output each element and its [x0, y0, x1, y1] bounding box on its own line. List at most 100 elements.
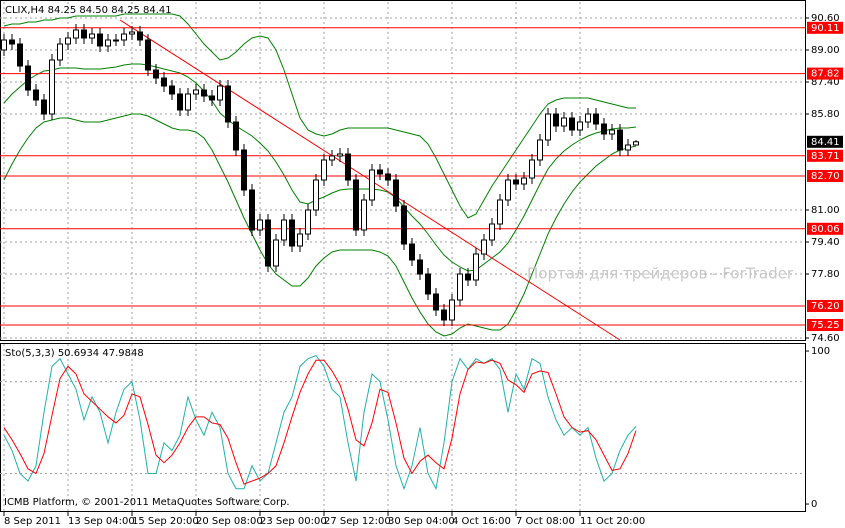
candle-body	[449, 299, 455, 321]
candle-body	[193, 89, 199, 95]
candle-body	[97, 33, 103, 47]
oscillator-line	[3, 359, 637, 485]
level-label-box	[807, 170, 843, 182]
candle-body	[265, 219, 271, 267]
candle-body	[49, 59, 55, 115]
candle-body	[65, 37, 71, 45]
bollinger-upper	[3, 13, 636, 219]
candle-body	[161, 77, 167, 87]
candle-body	[105, 39, 111, 47]
candle-body	[577, 121, 583, 131]
candle-body	[497, 199, 503, 225]
candle-body	[545, 113, 551, 141]
candle-body	[169, 85, 175, 95]
level-label-box	[807, 319, 843, 331]
oscillator-title: Sto(5,3,3) 50.6934 47.9848	[5, 348, 144, 359]
candle-body	[361, 199, 367, 231]
candle-body	[113, 39, 119, 42]
candle-body	[297, 233, 303, 247]
candle-body	[81, 29, 87, 39]
candle-body	[233, 121, 239, 151]
price-pane-frame	[0, 0, 806, 341]
oscillator-line	[3, 355, 637, 491]
candle-body	[217, 85, 223, 101]
candle-body	[521, 177, 527, 185]
copyright: ICMB Platform, © 2001-2011 MetaQuotes So…	[4, 497, 290, 508]
x-tick-label: 7 Oct 08:00	[516, 516, 575, 527]
candle-body	[513, 179, 519, 185]
candle-body	[617, 129, 623, 151]
candle-body	[625, 144, 631, 151]
level-label-box	[807, 300, 843, 312]
level-label-box	[807, 149, 843, 162]
candle-body	[353, 179, 359, 231]
candle-body	[289, 219, 295, 247]
y-tick-label: 100	[811, 346, 830, 357]
candle-body	[441, 309, 447, 321]
candle-body	[9, 39, 15, 45]
x-tick-label: 13 Sep 04:00	[68, 516, 135, 527]
current-price-box	[807, 135, 843, 148]
candle-body	[25, 65, 31, 91]
candle-body	[601, 123, 607, 135]
level-label: 76.20	[811, 301, 840, 312]
candle-body	[569, 117, 575, 131]
candle-body	[585, 113, 591, 123]
candle-body	[185, 93, 191, 111]
level-label: 82.70	[811, 171, 840, 182]
candle-body	[177, 93, 183, 111]
candle-body	[417, 259, 423, 275]
level-label: 87.82	[811, 69, 840, 80]
candle-body	[489, 223, 495, 241]
bollinger-middle	[3, 63, 637, 272]
level-label-box	[807, 21, 843, 34]
candle-body	[329, 155, 335, 161]
x-tick-label: 20 Sep 08:00	[196, 516, 263, 527]
candle-body	[337, 153, 343, 157]
candle-body	[593, 113, 599, 125]
candle-body	[41, 99, 47, 115]
candle-body	[17, 43, 23, 67]
candle-body	[393, 179, 399, 207]
oscillator-pane-frame	[0, 343, 806, 512]
x-tick-label: 27 Sep 12:00	[324, 516, 391, 527]
candle-body	[401, 205, 407, 245]
level-label: 90.11	[811, 23, 840, 34]
y-tick-label: 77.80	[811, 269, 840, 280]
candle-body	[129, 31, 135, 35]
candle-body	[457, 273, 463, 301]
candle-body	[345, 153, 351, 181]
level-label-box	[807, 67, 843, 80]
candle-body	[313, 179, 319, 211]
x-tick-label: 30 Sep 04:00	[388, 516, 455, 527]
level-label-box	[807, 222, 843, 235]
x-tick-label: 23 Sep 00:00	[260, 516, 327, 527]
y-tick-label: 79.40	[811, 237, 840, 248]
y-tick-label: 87.40	[811, 77, 840, 88]
current-price-label: 84.41	[811, 137, 840, 148]
candle-body	[241, 149, 247, 191]
candle-body	[561, 117, 567, 127]
x-tick-label: 4 Oct 16:00	[452, 516, 511, 527]
y-tick-label: 0	[811, 499, 817, 510]
candle-body	[257, 219, 263, 231]
candle-body	[121, 33, 127, 41]
candle-body	[473, 253, 479, 281]
candle-body	[433, 293, 439, 311]
x-tick-label: 11 Oct 20:00	[580, 516, 645, 527]
candle-body	[281, 219, 287, 241]
candle-body	[249, 189, 255, 231]
candle-body	[225, 85, 231, 123]
candle-body	[505, 179, 511, 201]
candle-body	[553, 113, 559, 127]
candle-body	[305, 209, 311, 235]
y-tick-label: 74.60	[811, 333, 840, 344]
bollinger-lower	[3, 113, 637, 337]
candle-body	[201, 89, 207, 97]
candle-body	[145, 39, 151, 71]
candle-body	[369, 169, 375, 201]
candle-body	[633, 141, 639, 146]
candle-body	[409, 243, 415, 261]
watermark: Портал для трейдеров - ForTrader	[527, 265, 794, 283]
